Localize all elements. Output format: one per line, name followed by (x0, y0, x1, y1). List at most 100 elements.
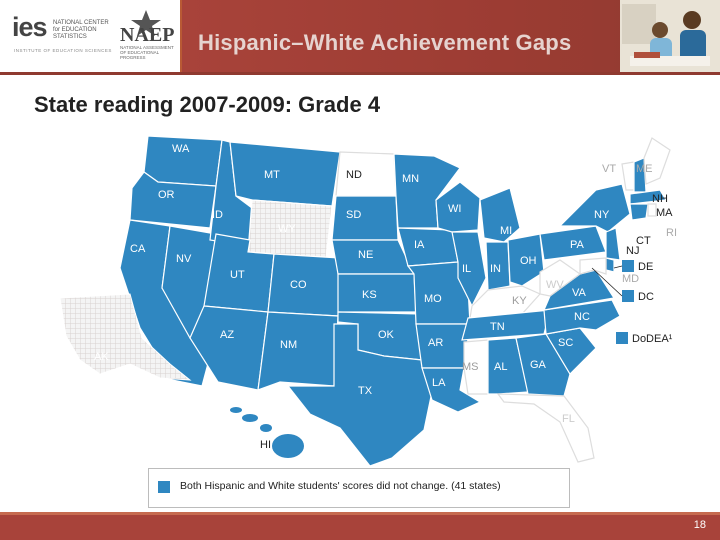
state-ms (463, 339, 489, 395)
label-il: IL (462, 263, 471, 275)
swatch-de (622, 260, 634, 272)
footer-rule (0, 512, 720, 515)
label-ms: MS (462, 361, 479, 373)
state-vt (621, 161, 635, 191)
state-ma (629, 189, 667, 205)
label-ar: AR (428, 337, 443, 349)
label-ky: KY (512, 295, 527, 307)
state-nj (605, 227, 621, 261)
label-wa: WA (172, 143, 190, 155)
ies-tagline: INSTITUTE OF EDUCATION SCIENCES (14, 48, 112, 53)
label-wy: WY (278, 223, 296, 235)
logo-panel: ies NATIONAL CENTER for EDUCATION STATIS… (0, 0, 182, 72)
label-mo: MO (424, 293, 442, 305)
students-photo (620, 0, 720, 72)
state-ga (515, 333, 571, 397)
naep-subtitle: NATIONAL ASSESSMENT OF EDUCATIONAL PROGR… (120, 45, 174, 60)
label-nd: ND (346, 169, 362, 181)
label-md: MD (622, 273, 639, 285)
label-mn: MN (402, 173, 419, 185)
label-fl: FL (562, 413, 575, 425)
state-md (579, 257, 607, 275)
label-ga: GA (530, 359, 547, 371)
ies-subtitle: NATIONAL CENTER for EDUCATION STATISTICS (53, 20, 109, 40)
label-mi: MI (500, 225, 512, 237)
state-hi (230, 407, 304, 458)
label-in: IN (490, 263, 501, 275)
page-number: 18 (693, 519, 706, 531)
label-nc: NC (574, 311, 590, 323)
label-hi: HI (260, 439, 271, 451)
state-de (605, 257, 615, 273)
label-ks: KS (362, 289, 377, 301)
label-tx: TX (358, 385, 373, 397)
label-or: OR (158, 189, 175, 201)
label-al: AL (494, 361, 507, 373)
state-mi (479, 187, 521, 243)
header-title: Hispanic–White Achievement Gaps (198, 30, 572, 55)
label-la: LA (432, 377, 446, 389)
label-sc: SC (558, 337, 573, 349)
ies-logo: ies (12, 12, 48, 42)
state-ia (397, 227, 459, 267)
label-va: VA (572, 287, 587, 299)
header-band: ies NATIONAL CENTER for EDUCATION STATIS… (0, 0, 720, 72)
state-oh (507, 233, 545, 287)
students-photo-image (620, 0, 720, 72)
state-or (129, 171, 217, 229)
leader-dc (591, 267, 623, 297)
label-co: CO (290, 279, 307, 291)
label-me: ME (636, 163, 653, 175)
label-ok: OK (378, 329, 395, 341)
label-ak: AK (94, 351, 109, 363)
state-ri (647, 203, 657, 217)
state-ct (629, 203, 649, 221)
naep-star-icon (131, 10, 161, 36)
label-ri: RI (666, 227, 677, 239)
us-state-map: WA OR CA NV ID MT WY UT AZ CO NM ND SD N… (59, 135, 677, 467)
label-ia: IA (414, 239, 425, 251)
header-rule (0, 72, 720, 75)
state-tx (286, 323, 435, 467)
label-dc: DC (638, 291, 654, 303)
naep-logo: NAEP (120, 24, 175, 46)
label-nv: NV (176, 253, 192, 265)
label-nm: NM (280, 339, 297, 351)
legend-text: Both Hispanic and White students' scores… (180, 480, 501, 492)
label-oh: OH (520, 255, 537, 267)
label-dodea: DoDEA¹ (632, 333, 673, 345)
state-fl (496, 393, 595, 463)
leader-de (613, 265, 623, 269)
label-nj: NJ (626, 245, 639, 257)
state-ny (558, 183, 631, 233)
state-mt (229, 141, 341, 207)
label-nh: NH (652, 193, 668, 205)
label-mt: MT (264, 169, 280, 181)
label-ma: MA (656, 207, 673, 219)
label-ct: CT (636, 235, 651, 247)
legend-swatch-no-change (158, 481, 170, 493)
footer-band (0, 515, 720, 540)
label-sd: SD (346, 209, 361, 221)
label-pa: PA (570, 239, 585, 251)
state-ak (59, 293, 192, 381)
swatch-dc (622, 290, 634, 302)
label-az: AZ (220, 329, 234, 341)
state-nc (543, 299, 621, 335)
state-al (487, 337, 529, 395)
state-az (189, 305, 269, 391)
label-de: DE (638, 261, 653, 273)
state-wv (539, 259, 582, 297)
label-ny: NY (594, 209, 610, 221)
label-wv: WV (546, 279, 564, 291)
state-nd (335, 151, 397, 197)
label-tn: TN (490, 321, 505, 333)
slide-title: State reading 2007-2009: Grade 4 (34, 92, 381, 117)
label-ne: NE (358, 249, 373, 261)
state-ks (337, 273, 417, 313)
state-nm (257, 311, 339, 391)
state-wi (435, 181, 481, 233)
label-wi: WI (448, 203, 461, 215)
map-legend: Both Hispanic and White students' scores… (148, 468, 570, 508)
